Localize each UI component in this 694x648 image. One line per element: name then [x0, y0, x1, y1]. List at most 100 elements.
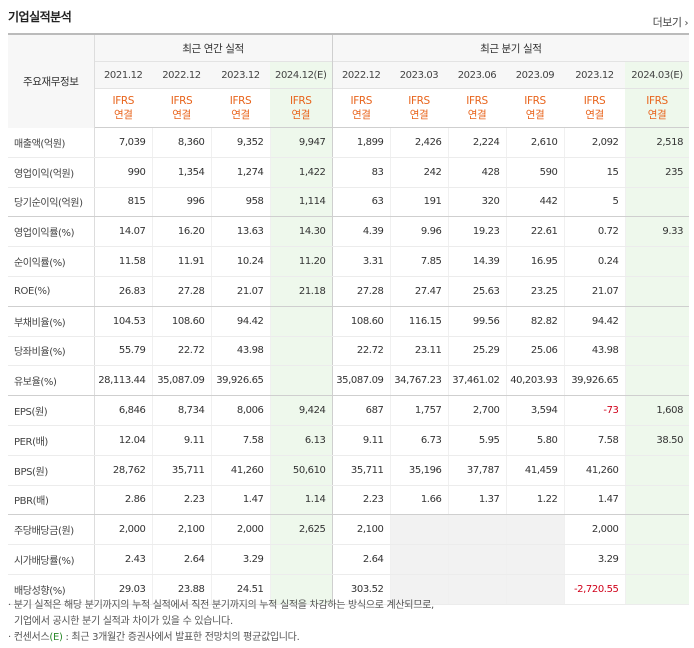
period-header: 2023.12 [211, 61, 270, 89]
ifrs-bottom: 연결 [351, 109, 371, 121]
table-row: 배당성향(%) 29.03 23.88 24.51 303.52 -2,720.55 [8, 574, 690, 605]
table-cell: 442 [505, 187, 564, 218]
table-row: 주당배당금(원) 2,000 2,100 2,000 2,625 2,100 2,000 [8, 514, 690, 546]
table-cell: 22.72 [331, 336, 390, 367]
row-label: 당좌비율(%) [8, 336, 95, 367]
more-label: 더보기 [652, 16, 682, 29]
table-cell [505, 544, 564, 575]
more-link[interactable]: 더보기 › [652, 14, 689, 30]
row-label: 당기순이익(억원) [8, 187, 95, 218]
ifrs-label: IFRS 연결 [390, 88, 448, 128]
table-cell: 191 [389, 187, 448, 218]
ifrs-bottom: 연결 [291, 109, 311, 121]
table-cell: 1.66 [389, 485, 448, 516]
row-label: PBR(배) [8, 485, 95, 516]
table-cell: 3.31 [331, 246, 390, 277]
table-cell: 2,100 [331, 514, 390, 546]
table-cell [269, 336, 332, 367]
table-cell: 0.72 [563, 216, 625, 248]
table-cell: 9.11 [151, 425, 211, 456]
ifrs-bottom: 연결 [525, 109, 545, 121]
ifrs-bottom: 연결 [409, 109, 429, 121]
row-label: 순이익률(%) [8, 246, 95, 277]
table-cell: 37,461.02 [447, 365, 506, 397]
table-cell: 590 [505, 157, 564, 188]
table-cell: 14.30 [269, 216, 332, 248]
table-cell: 23.25 [505, 276, 564, 307]
table-cell: -73 [563, 395, 625, 426]
table-cell: 13.63 [210, 216, 270, 248]
table-cell: 6.13 [269, 425, 332, 456]
table-cell [505, 514, 564, 546]
row-label: 부채비율(%) [8, 306, 95, 337]
table-cell: 1,274 [210, 157, 270, 188]
table-cell: 41,260 [563, 455, 625, 486]
table-cell: 21.07 [563, 276, 625, 307]
table-cell: 94.42 [210, 306, 270, 337]
ifrs-top: IFRS [646, 95, 668, 107]
table-cell: 2,610 [505, 127, 564, 158]
table-cell: 9.11 [331, 425, 390, 456]
period-header: 2023.09 [506, 61, 564, 89]
table-cell: 28,762 [93, 455, 152, 486]
ifrs-label: IFRS 연결 [506, 88, 564, 128]
table-cell: 26.83 [93, 276, 152, 307]
table-cell: 3.29 [210, 544, 270, 575]
table-cell [624, 485, 690, 516]
table-cell: 2,092 [563, 127, 625, 158]
table-cell: 687 [331, 395, 390, 426]
table-cell: 8,360 [151, 127, 211, 158]
row-label: 매출액(억원) [8, 127, 95, 158]
note-quarter-cont: 기업에서 공시한 분기 실적과 차이가 있을 수 있습니다. [14, 616, 233, 627]
group-quarter-header: 최근 분기 실적 [331, 33, 690, 62]
chevron-right-icon: › [684, 18, 689, 29]
period-header: 2021.12 [94, 61, 152, 89]
table-cell: 3,594 [505, 395, 564, 426]
table-cell [624, 276, 690, 307]
table-cell: 2,100 [151, 514, 211, 546]
table-cell: 55.79 [93, 336, 152, 367]
table-cell [269, 306, 332, 337]
table-cell [269, 365, 332, 397]
table-cell [505, 574, 564, 605]
table-cell: 116.15 [389, 306, 448, 337]
table-cell [269, 544, 332, 575]
table-row: 영업이익률(%) 14.07 16.20 13.63 14.30 4.39 9.96 19.2… [8, 216, 690, 248]
table-cell [389, 514, 448, 546]
note-quarter: · 분기 실적은 해당 분기까지의 누적 실적에서 직전 분기까지의 누적 실적… [8, 600, 434, 611]
period-header: 2022.12 [152, 61, 211, 89]
table-cell: 428 [447, 157, 506, 188]
table-cell [624, 246, 690, 277]
table-cell: 1,114 [269, 187, 332, 218]
table-cell: 1.47 [210, 485, 270, 516]
table-cell: 1.47 [563, 485, 625, 516]
table-cell: 6,846 [93, 395, 152, 426]
ifrs-bottom: 연결 [647, 109, 667, 121]
table-cell: 35,087.09 [151, 365, 211, 397]
table-cell: 50,610 [269, 455, 332, 486]
ifrs-top: IFRS [583, 95, 606, 107]
ifrs-label: IFRS 연결 [94, 88, 152, 128]
row-label: 시가배당률(%) [8, 544, 95, 575]
ifrs-bottom: 연결 [585, 109, 604, 121]
table-cell: 1,354 [151, 157, 211, 188]
table-cell: 2.43 [93, 544, 152, 575]
table-cell: 958 [210, 187, 270, 218]
table-cell: 7.58 [563, 425, 625, 456]
row-label: 영업이익률(%) [8, 216, 95, 248]
table-cell: 40,203.93 [505, 365, 564, 397]
row-label: 유보율(%) [8, 365, 95, 397]
table-cell: 990 [93, 157, 152, 188]
table-cell: 41,459 [505, 455, 564, 486]
table-cell: 7.58 [210, 425, 270, 456]
section-header: 기업실적분석 더보기 › [0, 0, 694, 34]
table-cell: 2,224 [447, 127, 506, 158]
table-cell: 28,113.44 [93, 365, 152, 397]
period-header: 2023.06 [448, 61, 506, 89]
table-cell: 2.23 [331, 485, 390, 516]
period-header: 2024.12(E) [270, 61, 332, 89]
estimate-mark: (E) [49, 632, 63, 643]
table-cell: 16.20 [151, 216, 211, 248]
table-cell: 23.88 [151, 574, 211, 605]
table-cell: 1,899 [331, 127, 390, 158]
